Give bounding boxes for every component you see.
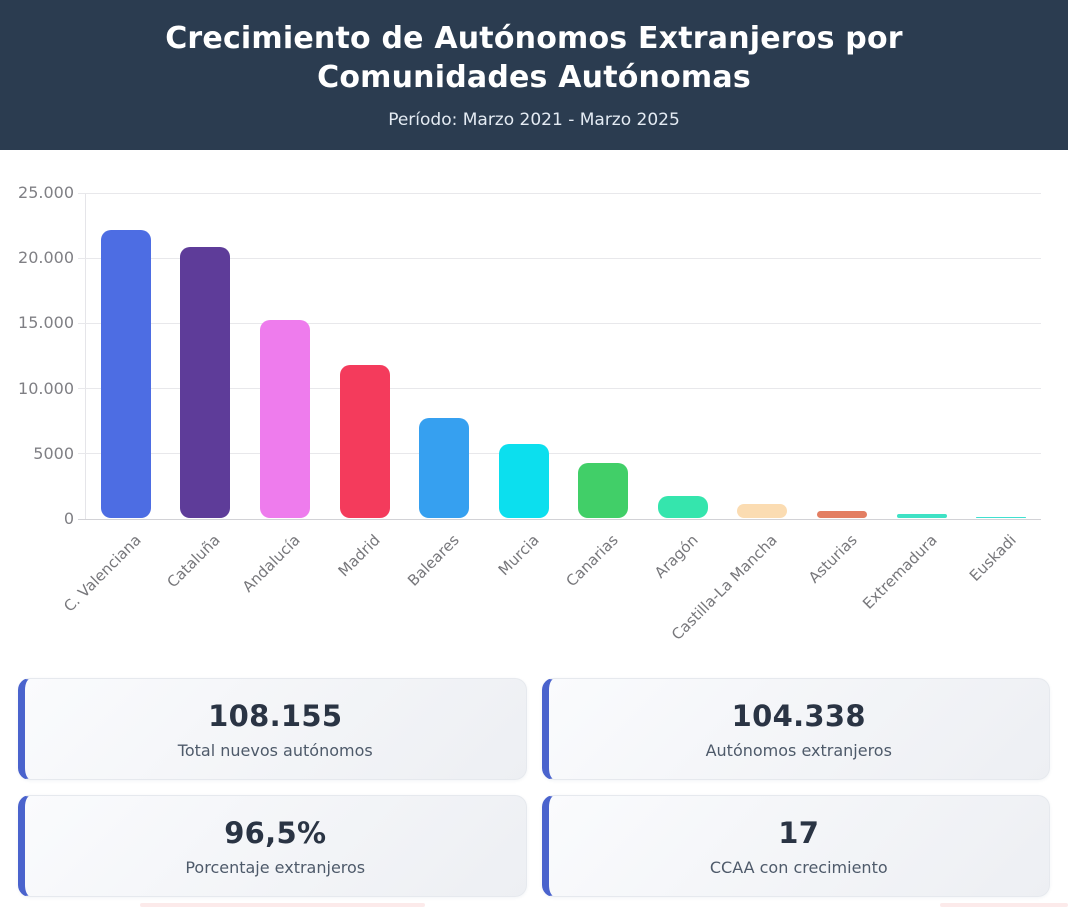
page-subtitle: Período: Marzo 2021 - Marzo 2025 (388, 109, 680, 130)
bar-cataluna[interactable] (180, 247, 231, 518)
stat-value: 17 (778, 815, 820, 850)
y-axis-tick-20000: 20.000 (18, 248, 74, 268)
page-title: Crecimiento de Autónomos Extranjeros por… (165, 21, 903, 95)
y-axis-tick-10000: 10.000 (18, 378, 74, 398)
bar-asturias[interactable] (817, 511, 868, 518)
x-axis-label-canarias: Canarias (562, 531, 623, 591)
bar-c-valenciana[interactable] (100, 230, 151, 518)
bar-canarias[interactable] (578, 463, 629, 518)
x-axis-label-asturias: Asturias (805, 531, 861, 587)
stat-value: 108.155 (208, 698, 343, 733)
gridline-0 (78, 518, 1041, 520)
gridline-10000 (78, 388, 1041, 390)
stat-value: 96,5% (224, 815, 327, 850)
gridline-15000 (78, 322, 1041, 324)
stat-label: Total nuevos autónomos (177, 740, 373, 760)
bar-andalucia[interactable] (259, 320, 310, 518)
bar-chart: 0 5000 10.000 15.000 20.000 25.000 C. Valencia… (0, 150, 1068, 662)
stat-card-porcentaje-extranjeros: 96,5% Porcentaje extranjeros (18, 795, 527, 897)
stat-card-autonomos-extranjeros: 104.338 Autónomos extranjeros (541, 678, 1050, 780)
x-axis-label-madrid: Madrid (334, 531, 384, 581)
bar-castilla-la-mancha[interactable] (737, 504, 788, 518)
y-axis-tick-25000: 25.000 (18, 183, 74, 202)
bar-madrid[interactable] (339, 365, 390, 518)
gridline-25000 (78, 192, 1041, 194)
stat-label: Autónomos extranjeros (705, 740, 892, 760)
x-axis-label-c-valenciana: C. Valenciana (59, 531, 145, 616)
bar-baleares[interactable] (419, 418, 470, 518)
y-axis-tick-15000: 15.000 (18, 313, 74, 333)
x-axis-label-aragon: Aragón (650, 531, 702, 582)
header-banner: Crecimiento de Autónomos Extranjeros por… (0, 0, 1068, 150)
cutoff-artifact (140, 903, 425, 907)
bar-euskadi[interactable] (976, 517, 1027, 518)
stat-card-ccaa-con-crecimiento: 17 CCAA con crecimiento (541, 795, 1050, 897)
stat-label: CCAA con crecimiento (709, 857, 888, 877)
cutoff-artifact (940, 903, 1068, 907)
x-axis-label-andalucia: Andalucía (238, 531, 304, 596)
x-axis-label-euskadi: Euskadi (966, 531, 1020, 585)
stat-label: Porcentaje extranjeros (185, 857, 366, 877)
x-axis-label-cataluna: Cataluña (163, 531, 225, 592)
bar-aragon[interactable] (657, 496, 708, 518)
bar-extremadura[interactable] (896, 514, 947, 518)
bar-murcia[interactable] (498, 444, 549, 518)
x-axis-label-murcia: Murcia (494, 531, 543, 580)
x-axis-label-baleares: Baleares (404, 531, 463, 590)
y-axis-tick-0: 0 (63, 509, 74, 528)
x-axis-label-extremadura: Extremadura (858, 531, 941, 613)
stats-grid: 108.155 Total nuevos autónomos 104.338 A… (0, 662, 1068, 897)
y-axis-tick-5000: 5000 (33, 443, 74, 463)
chart-plot-area: 0 5000 10.000 15.000 20.000 25.000 C. Valencia… (18, 183, 1041, 644)
gridline-5000 (78, 453, 1041, 455)
stat-value: 104.338 (731, 698, 866, 733)
stat-card-total-nuevos-autonomos: 108.155 Total nuevos autónomos (18, 678, 527, 780)
gridline-20000 (78, 257, 1041, 259)
